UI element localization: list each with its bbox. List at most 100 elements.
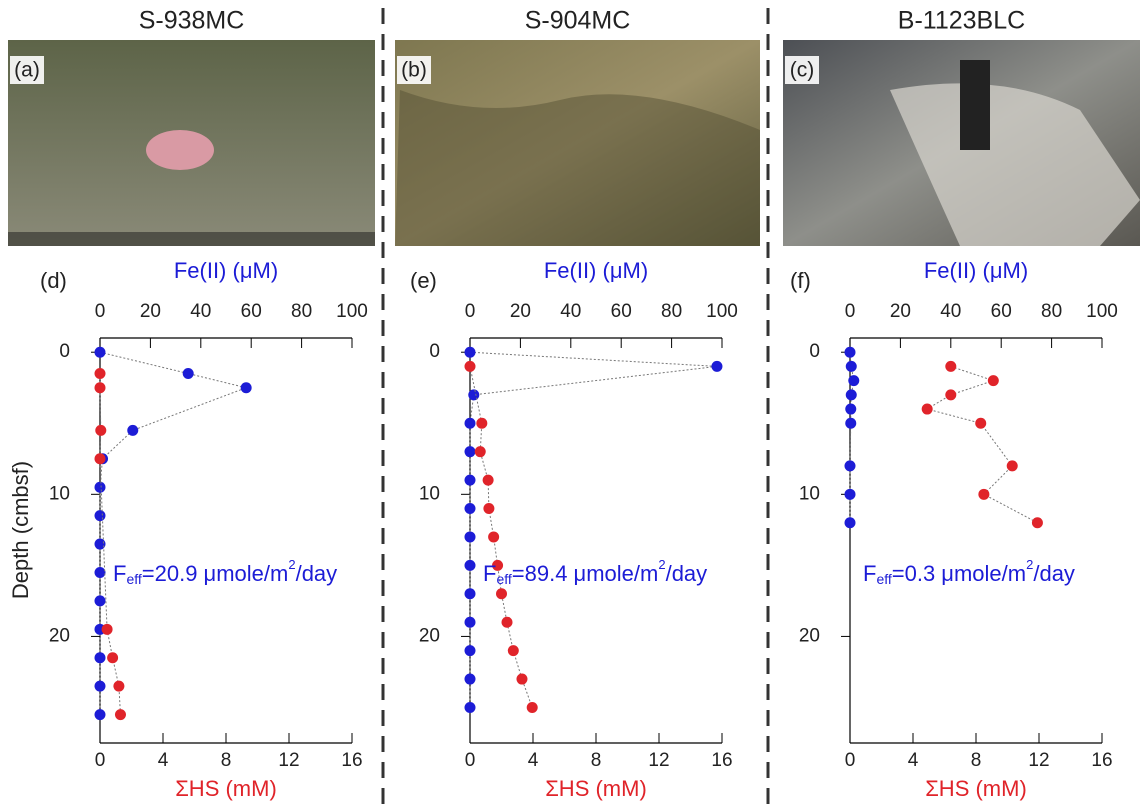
x2-tick-label: 4 [528, 750, 539, 771]
panel-label: (d) [40, 268, 67, 293]
chart-title: S-904MC [525, 7, 631, 35]
data-point [240, 382, 252, 394]
x2-tick-label: 16 [711, 750, 732, 771]
annotation-prefix: F [483, 561, 496, 586]
data-point [101, 623, 113, 635]
data-point [464, 360, 476, 372]
data-point [1031, 517, 1043, 529]
data-point [844, 460, 856, 472]
x-axis-label: Fe(II) (μM) [544, 258, 648, 283]
chart-title: S-938MC [139, 7, 245, 35]
data-point [844, 488, 856, 500]
data-point [1006, 460, 1018, 472]
y-axis-label: Depth (cmbsf) [8, 461, 33, 599]
annotation: Feff=20.9 μmole/m2/day [113, 557, 337, 586]
data-point [492, 559, 504, 571]
x2-axis-label: ΣHS (mM) [175, 776, 277, 801]
x-tick-label: 80 [1041, 301, 1062, 322]
annotation-sub: eff [876, 571, 891, 587]
x-tick-label: 80 [291, 301, 312, 322]
data-point [113, 680, 125, 692]
data-point [94, 595, 106, 607]
x-tick-label: 60 [991, 301, 1012, 322]
annotation-prefix: F [113, 561, 126, 586]
annotation: Feff=0.3 μmole/m2/day [863, 557, 1075, 586]
x-tick-label: 60 [241, 301, 262, 322]
x-axis-label: Fe(II) (μM) [174, 258, 278, 283]
data-point [94, 709, 106, 721]
x2-tick-label: 0 [845, 750, 856, 771]
x-tick-label: 40 [560, 301, 581, 322]
y-tick-label: 10 [419, 483, 440, 504]
annotation-main: =0.3 μmole/m [892, 561, 1026, 586]
x2-tick-label: 8 [971, 750, 982, 771]
data-point [474, 446, 486, 458]
data-point [482, 474, 494, 486]
data-point [464, 701, 476, 713]
data-point [464, 588, 476, 600]
data-point [464, 559, 476, 571]
data-point [464, 503, 476, 515]
photo-label-box [10, 56, 44, 84]
data-point [945, 360, 957, 372]
x-tick-label: 0 [95, 301, 106, 322]
x-tick-label: 60 [611, 301, 632, 322]
data-point [464, 474, 476, 486]
data-point [94, 481, 106, 493]
y-tick-label: 0 [809, 341, 820, 362]
x-tick-label: 20 [510, 301, 531, 322]
data-point [94, 652, 106, 664]
x2-tick-label: 8 [591, 750, 602, 771]
photo-c [783, 40, 1140, 246]
photo-a [8, 40, 375, 246]
x-tick-label: 0 [845, 301, 856, 322]
data-point [848, 375, 860, 387]
y-tick-label: 10 [49, 483, 70, 504]
data-point [476, 417, 488, 429]
profile-line [469, 351, 718, 708]
annotation-prefix: F [863, 561, 876, 586]
data-point [483, 503, 495, 515]
data-point [975, 417, 987, 429]
data-point [127, 424, 139, 436]
data-point [987, 375, 999, 387]
x2-tick-label: 12 [1028, 750, 1049, 771]
data-point [94, 538, 106, 550]
data-point [464, 673, 476, 685]
annotation: Feff=89.4 μmole/m2/day [483, 557, 707, 586]
x2-tick-label: 16 [1091, 750, 1112, 771]
y-tick-label: 20 [419, 625, 440, 646]
x2-tick-label: 4 [158, 750, 169, 771]
annotation-sup: 2 [288, 557, 295, 572]
panel-label: (e) [410, 268, 437, 293]
data-point [945, 389, 957, 401]
photo-label: (c) [790, 59, 815, 82]
data-point [978, 488, 990, 500]
data-point [488, 531, 500, 543]
x-tick-label: 100 [706, 301, 738, 322]
x2-axis-label: ΣHS (mM) [545, 776, 647, 801]
annotation-sup: 2 [658, 557, 665, 572]
x2-tick-label: 16 [341, 750, 362, 771]
data-point [95, 424, 107, 436]
x2-tick-label: 0 [95, 750, 106, 771]
annotation-suffix: /day [296, 561, 338, 586]
annotation-main: =20.9 μmole/m [142, 561, 289, 586]
data-point [107, 652, 119, 664]
data-point [516, 673, 528, 685]
y-tick-label: 20 [799, 625, 820, 646]
data-point [468, 389, 480, 401]
data-point [464, 417, 476, 429]
data-point [464, 446, 476, 458]
chart-title: B-1123BLC [898, 7, 1025, 35]
profile-line [469, 366, 533, 708]
data-point [507, 645, 519, 657]
data-point [182, 368, 194, 380]
profile-line [925, 365, 1038, 524]
data-point [844, 346, 856, 358]
x2-tick-label: 12 [278, 750, 299, 771]
y-tick-label: 0 [429, 341, 440, 362]
photo-label: (b) [401, 59, 427, 82]
x2-axis-label: ΣHS (mM) [925, 776, 1027, 801]
